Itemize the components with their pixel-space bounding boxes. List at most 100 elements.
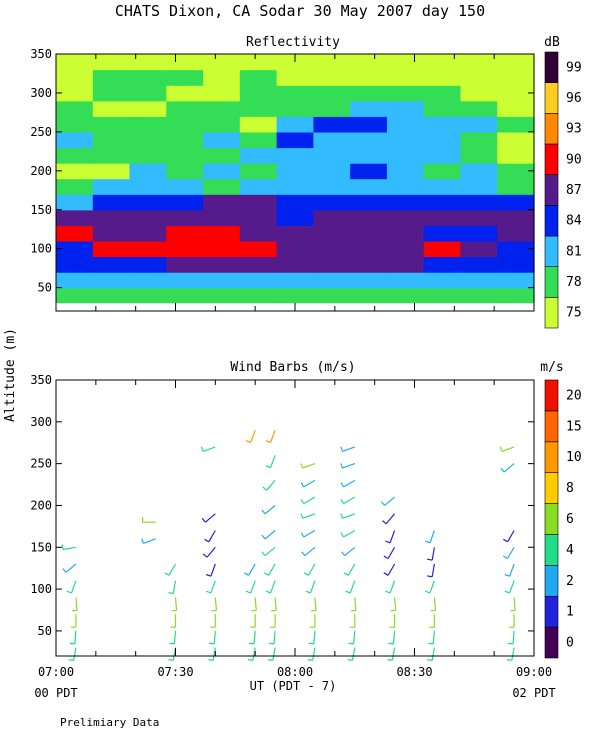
wind-barb-flag: [385, 590, 391, 594]
wind-barb-flag: [507, 642, 514, 645]
reflectivity-cell: [460, 194, 498, 211]
reflectivity-cell: [203, 209, 241, 226]
reflectivity-cell: [386, 163, 425, 180]
wind-barb: [342, 463, 356, 469]
wind-barb: [433, 597, 437, 611]
wind-barb-flag: [265, 590, 271, 594]
colorbar-label: 15: [566, 419, 582, 434]
wind-barb-flag: [262, 486, 268, 491]
wind-barb-flag: [208, 659, 214, 661]
reflectivity-cell: [166, 194, 204, 211]
reflectivity-cell: [166, 178, 204, 195]
reflectivity-cell: [129, 69, 167, 86]
colorbar-swatch: [544, 143, 559, 176]
wind-barb-flag: [380, 501, 386, 506]
wind-barb-flag: [343, 572, 349, 576]
reflectivity-cell: [203, 225, 241, 242]
reflectivity-cell: [92, 272, 131, 289]
reflectivity-cell: [276, 69, 314, 86]
reflectivity-cell: [276, 178, 314, 195]
reflectivity-cell: [276, 85, 314, 102]
reflectivity-cell: [92, 209, 131, 226]
y-tick-label: 350: [30, 47, 52, 61]
wind-barb: [270, 455, 276, 468]
colorbar-label: 99: [566, 60, 582, 75]
wind-barb: [391, 647, 396, 661]
wind-barb: [511, 647, 515, 661]
reflectivity-cell: [313, 100, 351, 117]
wind-barb-flag: [300, 498, 305, 504]
reflectivity-cell: [497, 131, 535, 149]
reflectivity-cell: [92, 225, 131, 242]
reflectivity-cell: [203, 256, 241, 273]
y-tick-label: 350: [30, 373, 52, 387]
wind-barb: [307, 563, 316, 576]
reflectivity-cell: [203, 194, 241, 211]
reflectivity-cell: [92, 100, 131, 117]
wind-barb-flag: [500, 467, 505, 473]
wind-barb: [254, 597, 257, 611]
wind-barb-flag: [168, 659, 174, 661]
reflectivity-cell: [276, 256, 314, 273]
wind-barb-flag: [300, 532, 305, 538]
reflectivity-cell: [460, 272, 498, 289]
wind-barb: [266, 480, 276, 491]
wind-barb-flag: [425, 540, 431, 544]
y-tick-label: 250: [30, 125, 52, 139]
wind-barb: [75, 597, 78, 611]
reflectivity-cell: [56, 194, 94, 211]
reflectivity-cell: [350, 85, 388, 102]
colorbar-swatch: [544, 51, 559, 84]
reflectivity-cell: [386, 116, 425, 133]
reflectivity-cell: [129, 240, 167, 258]
reflectivity-cell: [56, 116, 94, 133]
reflectivity-cell: [423, 116, 462, 133]
reflectivity-cell: [460, 287, 498, 304]
wind-barb: [273, 630, 276, 644]
wind-barb: [248, 563, 256, 576]
reflectivity-cell: [460, 225, 498, 242]
wind-barb-flag: [202, 553, 208, 558]
wind-x-ticks: 07:00 07:30 08:00 08:30 09:00: [38, 380, 552, 679]
x-tick-label: 07:00: [38, 665, 74, 679]
wind-barb-flag: [340, 446, 344, 452]
colorbar-swatch: [544, 113, 559, 145]
reflectivity-cell: [386, 256, 425, 273]
y-tick-label: 50: [38, 281, 52, 295]
reflectivity-cell: [166, 272, 204, 289]
reflectivity-cell: [92, 194, 131, 211]
y-tick-label: 100: [30, 242, 52, 256]
reflectivity-cell: [423, 147, 462, 164]
reflectivity-cell: [203, 287, 241, 304]
wind-barb: [387, 546, 396, 559]
wind-barb-flag: [301, 551, 306, 556]
wind-barb: [303, 529, 316, 538]
reflectivity-cell: [276, 287, 314, 304]
reflectivity-cell: [460, 240, 498, 258]
reflectivity-cell: [166, 256, 204, 273]
wind-barb: [172, 580, 177, 594]
reflectivity-colorbar: 75 78 81 84 87 90 93 96 99: [544, 51, 582, 329]
colorbar-swatch: [544, 626, 559, 659]
reflectivity-cell: [497, 69, 535, 86]
reflectivity-cell: [497, 240, 535, 258]
wind-barb: [252, 647, 256, 661]
wind-barb-flag: [303, 572, 309, 576]
reflectivity-cell: [203, 116, 241, 133]
wind-barb: [302, 513, 316, 519]
reflectivity-cell: [129, 85, 167, 102]
wind-barb: [351, 647, 356, 661]
wind-barb-flag: [388, 642, 394, 645]
colorbar-label: 8: [566, 481, 574, 496]
reflectivity-cell: [276, 240, 314, 258]
reflectivity-cell: [423, 287, 462, 304]
reflectivity-cell: [313, 240, 351, 258]
reflectivity-cell: [423, 225, 462, 242]
reflectivity-cell: [350, 147, 388, 164]
reflectivity-cell: [460, 209, 498, 226]
wind-barb-flag: [341, 551, 346, 556]
reflectivity-cell: [386, 225, 425, 242]
colorbar-label: 2: [566, 574, 574, 589]
wind-barb-flag: [499, 446, 503, 452]
wind-barb-flag: [169, 642, 175, 645]
